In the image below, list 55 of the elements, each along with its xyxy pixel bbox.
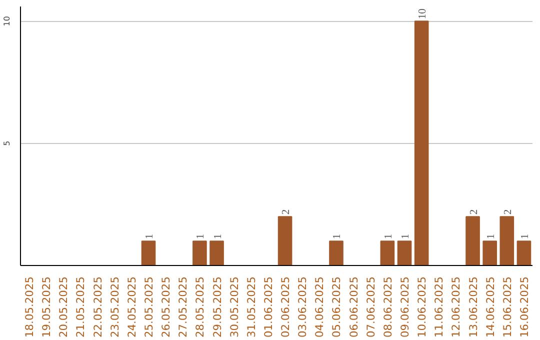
x-tick-label: 14.06.2025 xyxy=(484,276,497,338)
data-label: 1 xyxy=(332,234,344,240)
x-tick-label: 29.05.2025 xyxy=(210,276,224,338)
x-tick-label: 19.05.2025 xyxy=(40,276,54,338)
data-label: 1 xyxy=(383,234,394,240)
bar xyxy=(482,240,497,266)
x-tick-label: 24.05.2025 xyxy=(125,276,138,338)
x-tick-label: 15.06.2025 xyxy=(500,276,514,338)
x-tick-label: 25.05.2025 xyxy=(142,276,156,338)
bar xyxy=(397,240,412,266)
x-tick-label: 12.06.2025 xyxy=(450,276,463,338)
x-tick-label: 23.05.2025 xyxy=(108,276,122,338)
data-label: 10 xyxy=(418,8,429,20)
data-label: 1 xyxy=(486,234,497,240)
data-label: 2 xyxy=(468,209,480,215)
data-label: 1 xyxy=(144,234,156,240)
x-tick-label: 09.06.2025 xyxy=(398,276,412,338)
bar xyxy=(466,216,480,266)
bar xyxy=(141,240,156,266)
bar xyxy=(278,216,292,266)
x-tick-label: 20.05.2025 xyxy=(57,276,70,338)
data-label: 1 xyxy=(196,234,207,240)
x-tick-label: 07.06.2025 xyxy=(364,276,378,338)
x-tick-label: 21.05.2025 xyxy=(74,276,88,338)
x-tick-label: 27.05.2025 xyxy=(176,276,190,338)
x-tick-label: 10.06.2025 xyxy=(416,276,429,338)
x-tick-label: 31.05.2025 xyxy=(244,276,258,338)
bar xyxy=(329,240,344,266)
x-tick-label: 04.06.2025 xyxy=(313,276,326,338)
x-tick-label: 26.05.2025 xyxy=(160,276,173,338)
x-tick-label: 22.05.2025 xyxy=(91,276,104,338)
data-label: 1 xyxy=(520,234,531,240)
bar xyxy=(192,240,207,266)
bar xyxy=(516,240,532,266)
bar xyxy=(380,240,395,266)
x-tick-label: 01.06.2025 xyxy=(262,276,275,338)
x-tick-label: 28.05.2025 xyxy=(194,276,207,338)
bar xyxy=(210,240,224,266)
x-tick-label: 18.05.2025 xyxy=(23,276,36,338)
x-tick-label: 13.06.2025 xyxy=(466,276,480,338)
x-tick-label: 30.05.2025 xyxy=(228,276,241,338)
x-tick-label: 16.06.2025 xyxy=(518,276,531,338)
y-tick-label: 5 xyxy=(2,140,12,146)
data-label: 1 xyxy=(212,234,224,240)
bar xyxy=(414,20,429,266)
data-label: 2 xyxy=(502,209,514,215)
x-tick-label: 05.06.2025 xyxy=(330,276,344,338)
x-tick-label: 06.06.2025 xyxy=(347,276,360,338)
data-label: 2 xyxy=(281,209,292,215)
x-tick-label: 11.06.2025 xyxy=(432,276,446,338)
x-tick-label: 03.06.2025 xyxy=(296,276,310,338)
bar xyxy=(500,216,514,266)
x-tick-label: 02.06.2025 xyxy=(279,276,292,338)
x-tick-label: 08.06.2025 xyxy=(381,276,394,338)
data-label: 1 xyxy=(400,234,412,240)
